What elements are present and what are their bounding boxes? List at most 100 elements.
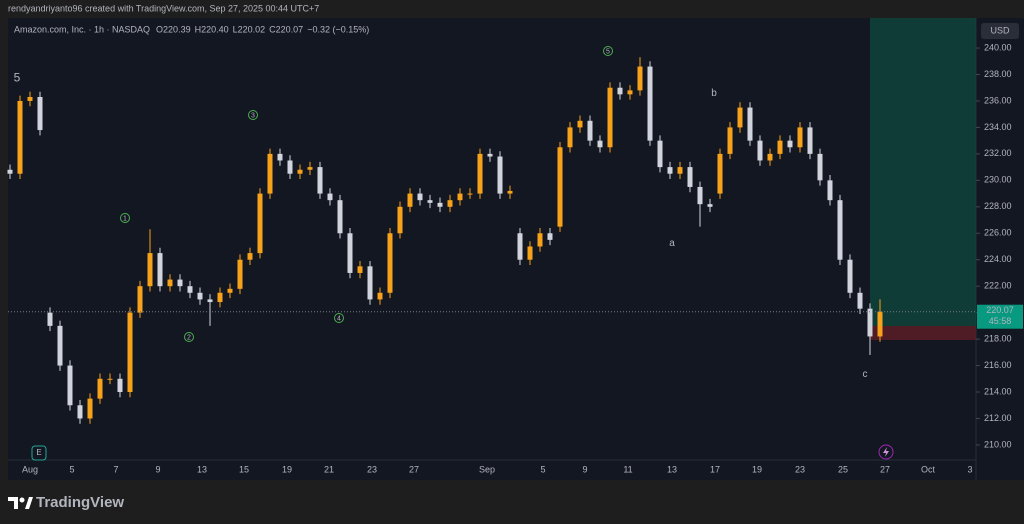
logo-slash [25,497,33,509]
candle-body [677,167,683,174]
x-tick-label: 7 [113,464,118,474]
plot-area [8,18,976,480]
candle-body [407,193,413,207]
candle-body [787,140,793,148]
x-tick-label: 9 [155,464,160,474]
candle-body [687,167,693,187]
wave-label: b [711,88,717,99]
candle-body [27,96,33,101]
candle-body [467,193,473,195]
candle-body [237,259,243,289]
candle-body [727,127,733,154]
wave-marker [248,110,258,120]
x-tick-label: 17 [710,464,720,474]
currency-box[interactable] [981,23,1019,39]
candle-body [57,325,63,366]
x-tick-label: Aug [22,464,38,474]
wave-marker [603,46,613,56]
symbol: Amazon.com, Inc. · 1h · NASDAQ [14,24,150,34]
candle-body [807,127,813,154]
currency[interactable]: USD [990,25,1010,35]
candle-body [147,253,153,287]
candle-body [777,140,783,154]
wave-label: 3 [251,112,255,119]
candle-body [227,288,233,293]
wave-label: 1 [123,215,127,222]
candle-body [507,190,513,194]
wave-label: 5 [14,71,21,85]
brand-logo [8,497,33,509]
candle-body [527,246,533,260]
countdown: 45:58 [989,316,1012,326]
candle-body [637,66,643,91]
x-tick-label: 5 [69,464,74,474]
y-tick-label: 226.00 [984,228,1012,238]
wave-label: 5 [606,48,610,55]
x-tick-label: 19 [752,464,762,474]
long-profit-zone [870,18,976,326]
candle-body [477,153,483,194]
logo-dot [19,497,25,503]
wave-label: a [669,238,675,249]
candle-body [187,286,193,293]
x-tick-label: Oct [921,464,936,474]
candle-body [327,193,333,201]
ohlc-value: L220.02 [233,24,266,34]
candle-body [97,378,103,399]
candle-body [177,279,183,287]
candle-body [567,127,573,148]
x-tick-label: 15 [239,464,249,474]
earnings-icon-glyph: E [36,448,41,457]
wave-label: 4 [337,315,341,322]
candle-body [427,200,433,203]
candle-body [197,292,203,300]
footer [0,480,1024,524]
candle-body [207,299,213,303]
candle-body [107,378,113,380]
candle-body [517,233,523,260]
x-tick-label: 23 [367,464,377,474]
candle-body [487,153,493,157]
candle-body [737,107,743,128]
earnings-icon[interactable] [31,445,47,461]
candle-body [67,365,73,406]
candle-body [757,140,763,161]
candle-body [247,253,253,260]
candle-body [367,266,373,300]
y-tick-label: 230.00 [984,175,1012,185]
x-tick-label: 5 [540,464,545,474]
candle-body [837,200,843,260]
y-tick-label: 216.00 [984,360,1012,370]
candle-body [157,253,163,287]
candle-body [217,292,223,303]
x-tick-label: 13 [667,464,677,474]
candle-body [627,90,633,95]
candle-body [537,233,543,247]
candle-body [647,66,653,141]
candle-body [387,233,393,293]
event-icon[interactable] [878,444,894,460]
candle-body [747,107,753,141]
candle-body [417,193,423,201]
event-icon-glyph [883,447,889,457]
legend: Amazon.com, Inc. · 1h · NASDAQ O220.39 H2… [14,24,369,34]
candle-body [347,233,353,273]
candle-body [47,312,53,326]
candle-body [77,405,83,419]
x-tick-label: 21 [324,464,334,474]
long-stop-zone [870,326,976,340]
candle-body [497,156,503,194]
candle-body [437,202,443,207]
y-tick-label: 210.00 [984,439,1012,449]
candle-body [117,378,123,393]
candle-body [877,311,883,337]
logo-mark [8,497,18,509]
candle-body [827,180,833,201]
brand: TradingView [36,494,124,511]
candle-body [547,233,553,240]
candle-body [307,167,313,170]
y-tick-label: 214.00 [984,386,1012,396]
candle-body [707,204,713,207]
candle-body [337,200,343,234]
